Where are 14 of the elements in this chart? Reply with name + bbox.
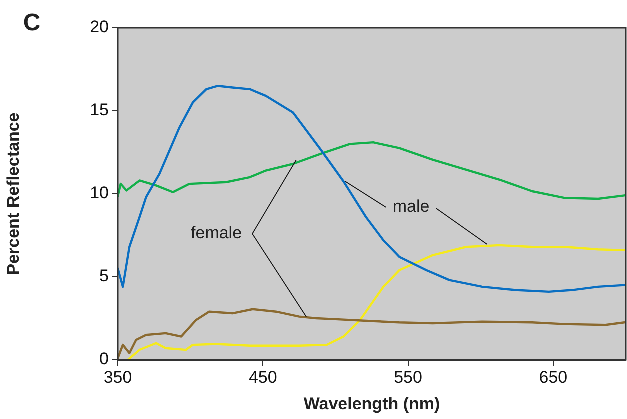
y-tick-label: 10 <box>90 184 109 203</box>
y-tick-label: 0 <box>100 350 109 369</box>
y-axis-title: Percent Reflectance <box>4 112 23 276</box>
x-tick-label: 650 <box>539 368 568 387</box>
annotation: female <box>191 224 242 243</box>
text: C <box>23 10 41 37</box>
x-tick-label: 450 <box>248 368 278 387</box>
y-tick-label: 15 <box>90 100 109 120</box>
x-axis-title: Wavelength (nm) <box>304 394 440 414</box>
y-tick-label: 20 <box>90 18 109 37</box>
x-tick-label: 550 <box>394 368 422 387</box>
x-tick-label: 350 <box>104 368 132 387</box>
annotation: male <box>392 197 430 216</box>
y-tick-label: 5 <box>100 266 109 286</box>
